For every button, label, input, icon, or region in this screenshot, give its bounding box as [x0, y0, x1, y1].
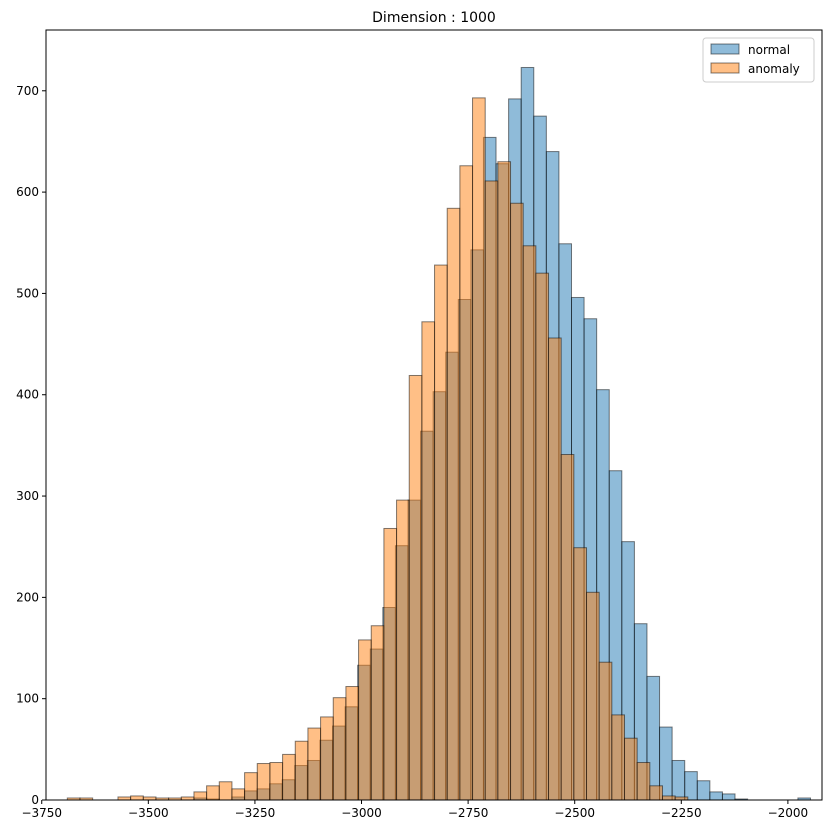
- bar-anomaly-23: [358, 639, 372, 801]
- bar-anomaly-36: [522, 245, 537, 801]
- bar-normal-41: [709, 791, 723, 801]
- bar-normal-38: [671, 759, 686, 801]
- bar-anomaly-21: [332, 697, 347, 801]
- bar-anomaly-46: [649, 785, 663, 801]
- x-axis: −3750 −3500 −3250 −3000 −2750 −2500 −2250 −2000: [21, 800, 808, 820]
- bar-anomaly-5: [130, 795, 144, 801]
- bar-anomaly-13: [231, 788, 246, 801]
- bar-anomaly-31: [459, 165, 474, 801]
- y-tick-label: 400: [16, 388, 39, 402]
- bar-anomaly-40: [573, 547, 588, 801]
- legend-label-normal: normal: [748, 43, 790, 57]
- bar-anomaly-43: [611, 714, 626, 801]
- x-tick-label: −3250: [235, 806, 276, 820]
- bar-anomaly-27: [408, 374, 423, 801]
- bar-anomaly-32: [472, 97, 486, 801]
- bar-anomaly-11: [206, 785, 220, 801]
- bar-anomaly-15: [256, 763, 271, 801]
- y-tick-label: 600: [16, 185, 39, 199]
- bar-anomaly-25: [383, 527, 398, 801]
- x-tick-label: −2000: [768, 806, 809, 820]
- bar-anomaly-47: [661, 795, 676, 801]
- legend-swatch-normal: [710, 43, 740, 55]
- y-tick-label: 100: [16, 692, 39, 706]
- bar-anomaly-14: [244, 772, 258, 801]
- chart-title: Dimension : 1000: [372, 10, 496, 26]
- bar-normal-42: [721, 793, 736, 801]
- x-tick-label: −2250: [661, 806, 702, 820]
- y-tick-label: 200: [16, 590, 39, 604]
- bar-anomaly-10: [193, 791, 208, 801]
- bar-anomaly-20: [320, 716, 334, 801]
- bar-anomaly-42: [598, 661, 613, 801]
- bar-anomaly-24: [370, 625, 385, 801]
- bar-anomaly-17: [282, 753, 296, 801]
- bar-anomaly-30: [446, 207, 461, 801]
- bar-anomaly-16: [269, 762, 284, 801]
- legend-label-anomaly: anomaly: [748, 62, 800, 76]
- bar-anomaly-39: [560, 454, 575, 801]
- bar-anomaly-34: [497, 161, 512, 801]
- bar-anomaly-37: [535, 272, 550, 801]
- y-tick-label: 0: [31, 793, 39, 807]
- bar-anomaly-26: [396, 499, 410, 801]
- x-tick-label: −3500: [128, 806, 169, 820]
- bar-anomaly-35: [510, 202, 524, 801]
- x-tick-label: −2500: [554, 806, 595, 820]
- bar-anomaly-19: [307, 727, 322, 801]
- bar-normal-40: [696, 780, 711, 801]
- y-tick-label: 500: [16, 286, 39, 300]
- bar-anomaly-18: [294, 740, 309, 801]
- legend-swatch-anomaly: [710, 62, 740, 74]
- x-tick-label: −3000: [341, 806, 382, 820]
- x-tick-label: −3750: [21, 806, 62, 820]
- legend: normal anomaly: [702, 37, 815, 83]
- bar-anomaly-28: [421, 321, 436, 801]
- y-tick-label: 300: [16, 489, 39, 503]
- bar-anomaly-45: [636, 762, 651, 801]
- bar-anomaly-33: [484, 180, 499, 801]
- y-tick-label: 700: [16, 84, 39, 98]
- bar-anomaly-38: [548, 337, 562, 801]
- bar-anomaly-12: [218, 781, 233, 801]
- y-axis: 0 100 200 300 400 500 600 700: [16, 84, 46, 807]
- x-tick-label: −2750: [448, 806, 489, 820]
- plot-frame: [45, 29, 823, 801]
- bar-anomaly-44: [624, 737, 638, 801]
- bar-anomaly-29: [434, 264, 448, 801]
- bar-anomaly-22: [345, 686, 360, 801]
- bar-normal-39: [684, 771, 698, 801]
- bar-anomaly-41: [586, 591, 600, 801]
